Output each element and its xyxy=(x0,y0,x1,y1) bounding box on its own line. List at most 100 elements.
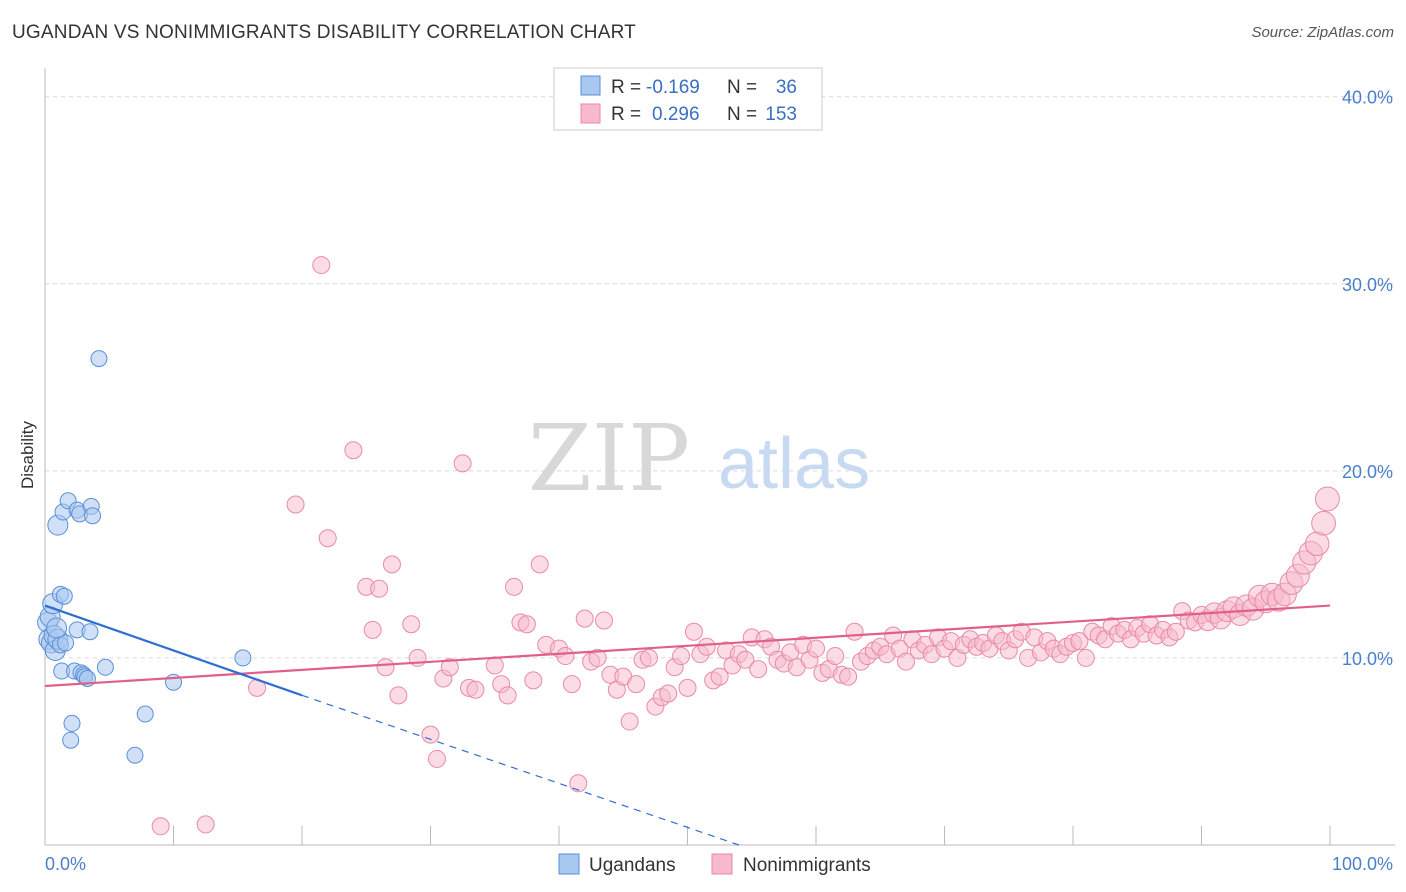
nonimmigrants-point-18 xyxy=(440,658,459,677)
ugandans-swatch xyxy=(580,75,601,96)
nonimmigrants-point-37 xyxy=(594,611,613,630)
ugandans-point-30 xyxy=(96,658,114,676)
nonimmigrants-point-0 xyxy=(151,817,170,836)
nonimmigrants-point-44 xyxy=(639,648,658,667)
nonimmigrants-point-149 xyxy=(1311,510,1336,536)
stats-legend: R = -0.169 N = 36 R = 0.296 N = 153 xyxy=(553,67,823,131)
nonimmigrants-point-76 xyxy=(845,622,864,641)
nonimmigrants-point-21 xyxy=(466,680,485,699)
nonimmigrants-point-75 xyxy=(839,667,858,686)
nonimmigrants-point-5 xyxy=(318,529,337,548)
source-label: Source: ZipAtlas.com xyxy=(1251,24,1394,41)
y-tick-label-40: 40.0% xyxy=(1342,88,1393,108)
legend-ugandans-swatch xyxy=(558,853,580,875)
chart-title: UGANDAN VS NONIMMIGRANTS DISABILITY CORR… xyxy=(12,22,636,43)
nonimmigrants-point-55 xyxy=(710,667,729,686)
nonimmigrants-point-1 xyxy=(196,815,215,834)
nonimmigrants-trend-line xyxy=(44,604,1331,688)
axes xyxy=(44,68,1395,846)
legend-ugandans-label: Ugandans xyxy=(589,855,676,876)
nonimmigrants-point-6 xyxy=(344,441,363,460)
watermark-atlas: atlas xyxy=(718,424,870,504)
ugandans-point-34 xyxy=(234,649,252,667)
y-tick-label-20: 20.0% xyxy=(1342,462,1393,482)
nonimmigrants-point-9 xyxy=(370,579,389,598)
ugandans-trend-line xyxy=(44,604,303,697)
grid-lines xyxy=(45,96,1395,659)
nonimmigrants-point-10 xyxy=(376,658,395,677)
watermark-zip: ZIP xyxy=(528,405,690,512)
ugandans-point-28 xyxy=(84,507,102,525)
nonimmigrants-point-41 xyxy=(620,712,639,731)
nonimmigrants-swatch xyxy=(580,103,601,124)
nonimmigrants-point-111 xyxy=(1070,632,1089,651)
nonimmigrants-point-47 xyxy=(659,684,678,703)
nonimmigrants-point-28 xyxy=(530,555,549,574)
nonimmigrants-point-148 xyxy=(1304,531,1330,557)
nonimmigrants-point-22 xyxy=(485,656,504,675)
r-value-nonimmigrants: 0.296 xyxy=(652,104,700,125)
ugandans-point-32 xyxy=(136,705,154,723)
nonimmigrants-point-4 xyxy=(312,256,331,275)
nonimmigrants-point-13 xyxy=(402,615,421,634)
nonimmigrants-point-151 xyxy=(517,615,536,634)
bottom-legend: Ugandans Nonimmigrants xyxy=(558,853,871,876)
nonimmigrants-point-31 xyxy=(556,647,575,666)
nonimmigrants-point-24 xyxy=(498,686,517,705)
n-label-ugandans: N = xyxy=(727,77,757,98)
nonimmigrants-point-12 xyxy=(389,686,408,705)
ugandans-point-31 xyxy=(126,746,144,764)
ugandans-trend-extension xyxy=(301,694,740,846)
nonimmigrants-points xyxy=(151,256,1340,836)
x-tick-label-max: 100.0% xyxy=(1332,854,1393,874)
trend-lines xyxy=(44,604,1331,846)
nonimmigrants-point-16 xyxy=(427,749,446,768)
nonimmigrants-point-36 xyxy=(588,648,607,667)
r-label-nonimmigrants: R = xyxy=(611,104,641,125)
nonimmigrants-point-84 xyxy=(896,652,915,671)
nonimmigrants-point-51 xyxy=(684,622,703,641)
n-value-nonimmigrants: 153 xyxy=(765,104,797,125)
nonimmigrants-point-11 xyxy=(382,555,401,574)
nonimmigrants-point-8 xyxy=(363,620,382,639)
ugandans-points xyxy=(37,350,252,764)
ugandans-point-29 xyxy=(90,350,108,368)
nonimmigrants-point-70 xyxy=(807,639,825,658)
nonimmigrants-point-32 xyxy=(562,675,581,694)
nonimmigrants-point-73 xyxy=(826,647,845,666)
watermark: ZIP atlas xyxy=(528,405,870,512)
ugandans-point-26 xyxy=(81,623,99,641)
nonimmigrants-point-33 xyxy=(569,774,588,793)
tick-labels: 10.0% 20.0% 30.0% 40.0% 0.0% 100.0% xyxy=(45,88,1393,874)
nonimmigrants-point-3 xyxy=(286,495,305,514)
y-tick-label-10: 10.0% xyxy=(1342,649,1393,669)
n-label-nonimmigrants: N = xyxy=(727,104,757,125)
r-label-ugandans: R = xyxy=(611,77,641,98)
ugandans-point-35 xyxy=(46,617,68,639)
nonimmigrants-point-25 xyxy=(505,577,524,596)
nonimmigrants-point-42 xyxy=(627,675,646,694)
y-axis-title: Disability xyxy=(18,420,37,489)
ugandans-point-16 xyxy=(62,731,80,749)
nonimmigrants-point-34 xyxy=(575,609,594,628)
r-value-ugandans: -0.169 xyxy=(646,77,700,98)
legend-nonimmigrants-label: Nonimmigrants xyxy=(743,855,871,876)
nonimmigrants-point-15 xyxy=(421,725,440,744)
nonimmigrants-point-150 xyxy=(1314,486,1340,512)
nonimmigrants-point-50 xyxy=(678,678,697,697)
nonimmigrants-point-126 xyxy=(1166,622,1185,641)
nonimmigrants-point-53 xyxy=(697,637,716,656)
nonimmigrants-point-112 xyxy=(1076,648,1095,667)
nonimmigrants-point-19 xyxy=(453,454,472,473)
nonimmigrants-point-49 xyxy=(672,647,691,666)
y-tick-label-30: 30.0% xyxy=(1342,275,1393,295)
nonimmigrants-point-59 xyxy=(736,650,755,669)
nonimmigrants-point-27 xyxy=(524,671,543,690)
x-tick-label-min: 0.0% xyxy=(45,854,86,874)
ugandans-point-17 xyxy=(63,714,81,732)
ugandans-point-14 xyxy=(57,634,75,652)
n-value-ugandans: 36 xyxy=(776,77,797,98)
legend-nonimmigrants-swatch xyxy=(711,853,733,875)
ugandans-point-13 xyxy=(55,587,73,605)
